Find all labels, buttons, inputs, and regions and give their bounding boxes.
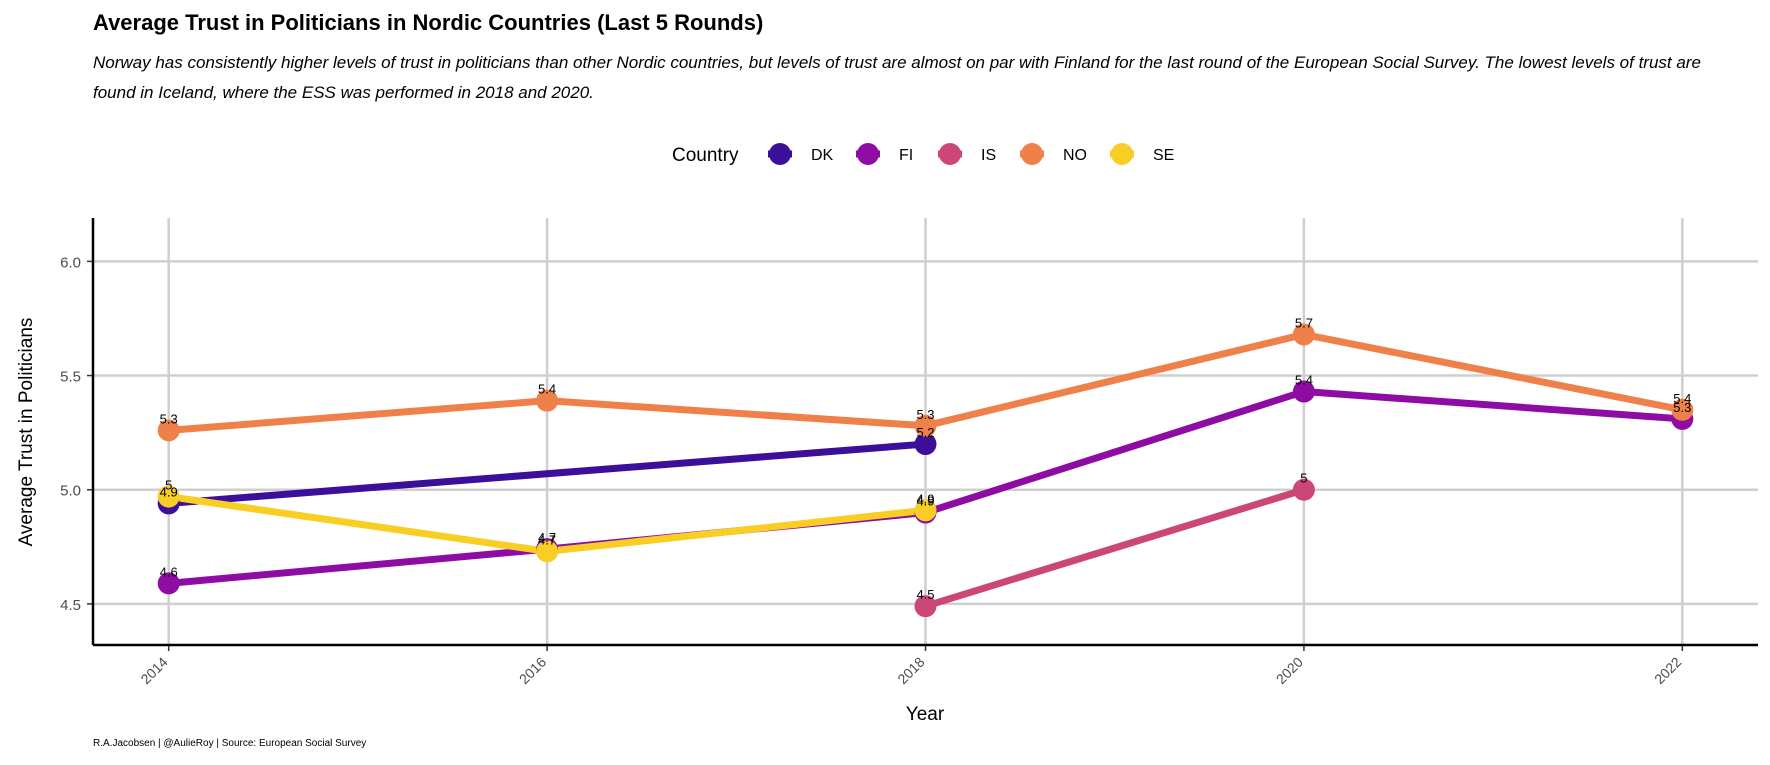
y-tick-label: 6.0 <box>60 254 81 271</box>
data-point-se <box>157 485 180 508</box>
data-point-no <box>914 414 937 437</box>
data-label-no: 5.7 <box>1295 315 1313 330</box>
legend-key-marker <box>769 143 791 165</box>
legend-key-marker <box>857 143 879 165</box>
chart-title: Average Trust in Politicians in Nordic C… <box>93 10 764 35</box>
chart-caption: R.A.Jacobsen | @AulieRoy | Source: Europ… <box>93 738 367 749</box>
y-tick-label: 4.5 <box>60 597 81 614</box>
legend-label: NO <box>1063 147 1087 164</box>
data-point-se <box>914 499 937 522</box>
data-point-no <box>157 419 180 442</box>
data-label-is: 5 <box>1300 471 1307 486</box>
data-label-is: 4.5 <box>916 587 934 602</box>
data-point-fi <box>1292 380 1315 403</box>
legend-key-marker <box>939 143 961 165</box>
legend: Country DK FI IS NO SE <box>672 143 1174 166</box>
series-line-is <box>922 486 1308 610</box>
x-tick-label: 2022 <box>1651 654 1684 687</box>
data-label-dk: 4.9 <box>160 484 178 499</box>
y-tick-label: 5.5 <box>60 369 81 386</box>
data-label-no: 5.4 <box>538 382 556 397</box>
axes: 4.5 5.0 5.5 6.0 2014 2016 2018 2020 2022 <box>60 218 1758 687</box>
data-label-fi: 4.9 <box>916 494 934 509</box>
data-point-no <box>1292 323 1315 346</box>
y-axis-title: Average Trust in Politicians <box>16 318 37 547</box>
series-line-dk <box>165 440 929 507</box>
legend-label: FI <box>899 147 913 164</box>
series-points <box>157 323 1694 618</box>
data-label-no: 5.3 <box>160 411 178 426</box>
x-tick-label: 2018 <box>894 654 927 687</box>
x-tick-label: 2020 <box>1273 654 1306 687</box>
data-label-fi: 5.3 <box>1673 400 1691 415</box>
data-point-no <box>1671 398 1694 421</box>
data-label-se: 4.7 <box>538 532 556 547</box>
data-label-dk: 5.2 <box>916 425 934 440</box>
data-point-is <box>914 595 937 618</box>
legend-title: Country <box>672 145 739 166</box>
data-label-no: 5.4 <box>1673 391 1691 406</box>
data-labels: 4.95.24.64.74.95.45.34.555.35.45.35.75.4… <box>160 315 1692 602</box>
data-point-se <box>536 540 559 563</box>
data-label-se: 5 <box>165 478 172 493</box>
legend-key-marker <box>1021 143 1043 165</box>
y-tick-label: 5.0 <box>60 483 81 500</box>
x-tick-label: 2016 <box>516 654 549 687</box>
data-label-fi: 4.6 <box>160 564 178 579</box>
legend-key-marker <box>1111 143 1133 165</box>
legend-label: DK <box>811 147 834 164</box>
data-point-fi <box>157 572 180 595</box>
x-axis-title: Year <box>906 704 945 725</box>
data-label-fi: 5.4 <box>1295 373 1313 388</box>
chart-subtitle: Norway has consistently higher levels of… <box>93 53 1701 102</box>
data-point-is <box>1292 478 1315 501</box>
x-tick-label: 2014 <box>137 654 170 687</box>
data-point-no <box>536 389 559 412</box>
data-point-dk <box>914 433 937 456</box>
data-label-se: 4.9 <box>916 491 934 506</box>
legend-label: IS <box>981 147 996 164</box>
data-label-no: 5.3 <box>916 407 934 422</box>
data-label-fi: 4.7 <box>538 530 556 545</box>
legend-label: SE <box>1153 147 1174 164</box>
